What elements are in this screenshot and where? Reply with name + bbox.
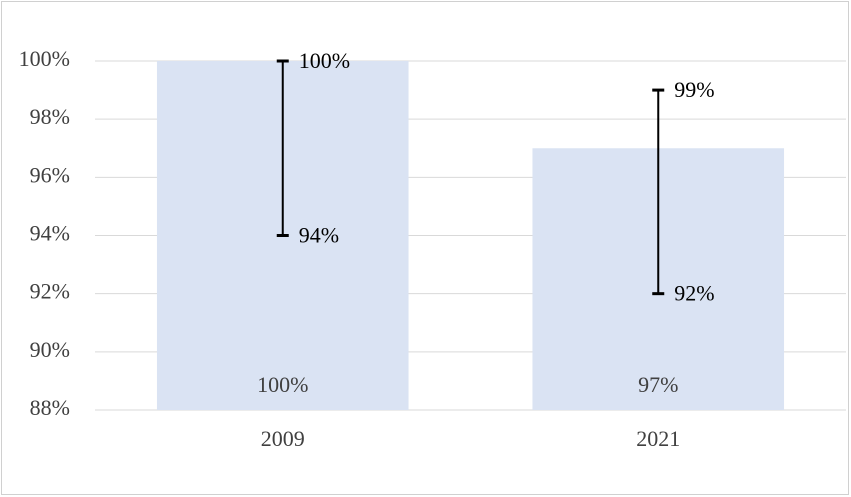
error-high-label: 99% — [674, 77, 714, 102]
y-tick-label: 90% — [30, 337, 70, 362]
value-label: 100% — [257, 372, 308, 397]
value-label: 97% — [638, 372, 678, 397]
y-tick-label: 92% — [30, 279, 70, 304]
y-tick-label: 88% — [30, 395, 70, 420]
error-low-label: 94% — [299, 223, 339, 248]
y-tick-label: 100% — [19, 46, 70, 71]
y-tick-label: 94% — [30, 221, 70, 246]
error-low-label: 92% — [674, 281, 714, 306]
x-tick-label: 2021 — [636, 426, 680, 451]
y-tick-label: 96% — [30, 162, 70, 187]
y-tick-label: 98% — [30, 104, 70, 129]
x-tick-label: 2009 — [261, 426, 305, 451]
error-high-label: 100% — [299, 48, 350, 73]
